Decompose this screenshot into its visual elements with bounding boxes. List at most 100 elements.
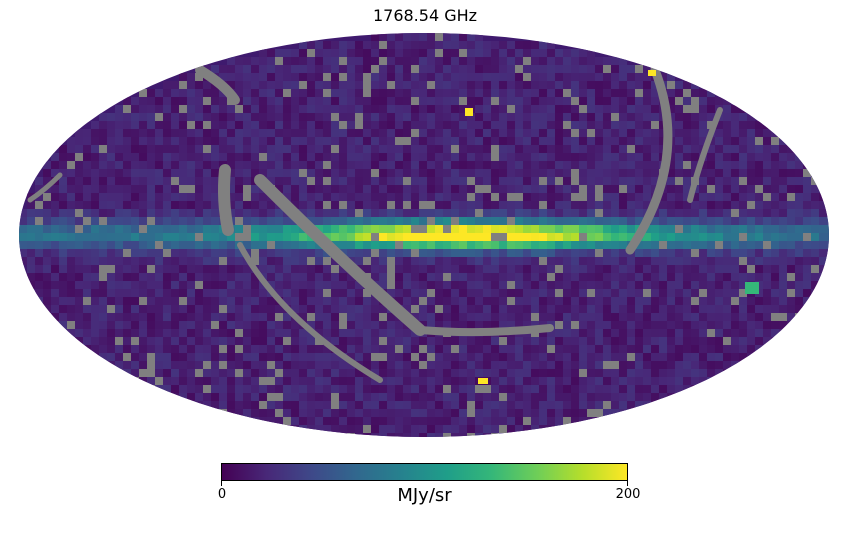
map-pixel (707, 89, 715, 97)
map-pixel (243, 265, 251, 273)
map-pixel (451, 433, 459, 437)
map-pixel (355, 433, 363, 437)
map-pixel (539, 201, 547, 209)
map-pixel (739, 249, 747, 257)
map-pixel (547, 113, 555, 121)
map-pixel (147, 321, 155, 329)
map-pixel (379, 337, 387, 345)
map-pixel (627, 209, 635, 217)
map-pixel (243, 121, 251, 129)
map-pixel (427, 145, 435, 153)
map-pixel (443, 73, 451, 81)
map-pixel (323, 417, 331, 425)
map-pixel (259, 409, 267, 417)
map-pixel (515, 377, 523, 385)
map-pixel (411, 169, 419, 177)
map-pixel (499, 185, 507, 193)
map-pixel (339, 65, 347, 73)
map-pixel (291, 193, 299, 201)
map-pixel (139, 361, 147, 369)
map-pixel (355, 417, 363, 425)
map-pixel (699, 233, 707, 241)
map-pixel (651, 97, 659, 105)
map-pixel (355, 281, 363, 289)
map-pixel (451, 393, 459, 401)
map-pixel (259, 401, 267, 409)
map-pixel (83, 241, 91, 249)
map-pixel (451, 401, 459, 409)
map-pixel (443, 433, 451, 437)
map-pixel (163, 353, 171, 361)
map-pixel (75, 153, 83, 161)
map-pixel (675, 121, 683, 129)
map-pixel (611, 305, 619, 313)
map-pixel (35, 233, 43, 241)
map-pixel (379, 185, 387, 193)
map-pixel (379, 89, 387, 97)
map-pixel (211, 129, 219, 137)
map-pixel (395, 321, 403, 329)
map-pixel (107, 345, 115, 353)
map-pixel (179, 337, 187, 345)
map-pixel (27, 249, 35, 257)
map-pixel (731, 329, 739, 337)
map-pixel (83, 217, 91, 225)
map-pixel (235, 201, 243, 209)
map-pixel (523, 257, 531, 265)
map-pixel (323, 353, 331, 361)
map-pixel (163, 201, 171, 209)
map-pixel (443, 121, 451, 129)
map-pixel (107, 281, 115, 289)
map-pixel (635, 345, 643, 353)
map-pixel (307, 401, 315, 409)
map-pixel (283, 353, 291, 361)
map-pixel (467, 305, 475, 313)
map-pixel (275, 129, 283, 137)
map-pixel (619, 65, 627, 73)
map-pixel (507, 305, 515, 313)
map-pixel (211, 337, 219, 345)
colorbar-max-label: 200 (615, 487, 641, 502)
map-pixel (659, 353, 667, 361)
map-pixel (131, 281, 139, 289)
map-pixel (179, 185, 187, 193)
map-pixel (723, 177, 731, 185)
map-pixel (419, 153, 427, 161)
map-pixel (459, 433, 467, 437)
map-pixel (555, 49, 563, 57)
map-pixel (307, 257, 315, 265)
map-pixel (403, 33, 411, 41)
map-pixel (667, 73, 675, 81)
map-pixel (491, 273, 499, 281)
map-pixel (563, 417, 571, 425)
map-pixel (675, 145, 683, 153)
map-pixel (115, 337, 123, 345)
map-pixel (443, 377, 451, 385)
map-pixel (299, 361, 307, 369)
map-pixel (211, 297, 219, 305)
map-pixel (763, 281, 771, 289)
map-pixel (147, 369, 155, 377)
map-pixel (507, 241, 515, 249)
map-pixel (131, 193, 139, 201)
map-pixel (547, 265, 555, 273)
map-pixel (203, 177, 211, 185)
map-pixel (243, 225, 251, 233)
map-pixel (99, 257, 107, 265)
map-pixel (699, 361, 707, 369)
map-pixel (483, 297, 491, 305)
map-pixel (267, 249, 275, 257)
map-pixel (547, 257, 555, 265)
map-pixel (779, 281, 787, 289)
map-pixel (219, 385, 227, 393)
map-pixel (211, 177, 219, 185)
map-pixel (299, 57, 307, 65)
map-pixel (747, 201, 755, 209)
map-pixel (715, 193, 723, 201)
map-pixel (427, 233, 435, 241)
map-pixel (363, 361, 371, 369)
map-pixel (771, 241, 779, 249)
map-pixel (99, 113, 107, 121)
map-pixel (571, 193, 579, 201)
map-pixel (739, 185, 747, 193)
